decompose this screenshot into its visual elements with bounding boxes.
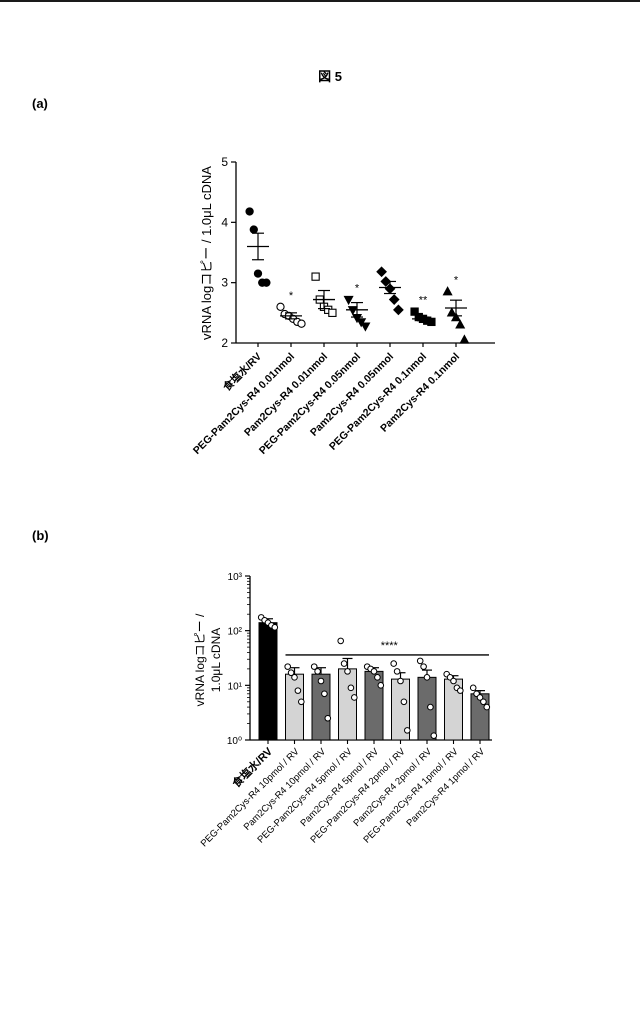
y-tick-label: 10⁰ xyxy=(227,736,242,747)
data-point xyxy=(325,715,331,721)
data-point xyxy=(318,678,324,684)
data-point xyxy=(341,661,347,667)
y-tick-label: 10² xyxy=(228,627,243,638)
data-point xyxy=(315,669,321,675)
data-point xyxy=(348,685,354,691)
data-point xyxy=(405,728,411,734)
data-point xyxy=(292,675,298,681)
y-axis-title-line2: 1.0μL cDNA xyxy=(209,628,223,693)
data-point xyxy=(424,675,430,681)
data-point xyxy=(272,625,278,631)
data-point xyxy=(481,699,487,705)
data-point xyxy=(345,669,351,675)
data-point xyxy=(285,664,291,670)
data-point xyxy=(375,675,381,681)
bar xyxy=(418,677,436,740)
data-point xyxy=(484,704,490,710)
bar xyxy=(286,674,304,740)
data-point xyxy=(295,688,301,694)
data-point xyxy=(299,699,305,705)
bar xyxy=(365,671,383,740)
data-point xyxy=(322,691,328,697)
data-point xyxy=(451,678,457,684)
y-axis-title-line1: vRNA logコピー / xyxy=(193,613,207,706)
y-tick-label: 10¹ xyxy=(228,681,243,692)
data-point xyxy=(371,669,377,675)
data-point xyxy=(378,683,384,689)
data-point xyxy=(417,658,423,664)
data-point xyxy=(394,669,400,675)
data-point xyxy=(401,699,407,705)
data-point xyxy=(352,695,358,701)
bar xyxy=(339,669,357,740)
y-tick-label: 10³ xyxy=(228,572,243,583)
data-point xyxy=(421,664,427,670)
data-point xyxy=(431,733,437,739)
significance-label: **** xyxy=(381,640,399,652)
data-point xyxy=(428,704,434,710)
data-point xyxy=(338,638,344,644)
bar xyxy=(259,623,277,740)
data-point xyxy=(458,688,464,694)
data-point xyxy=(470,685,476,691)
data-point xyxy=(391,661,397,667)
data-point xyxy=(398,678,404,684)
